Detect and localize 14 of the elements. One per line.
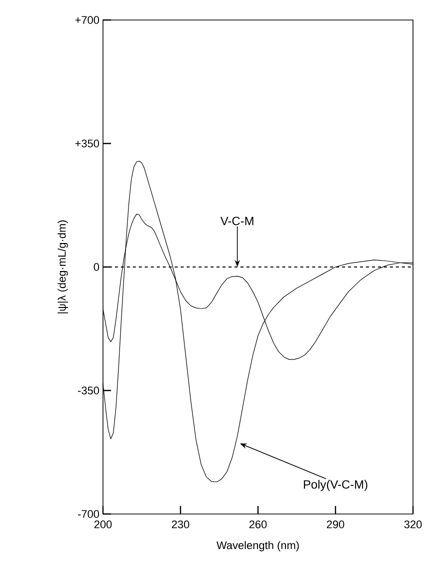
y-tick-label: -350 [78, 386, 99, 394]
y-tick-label: +350 [75, 140, 99, 148]
x-tick-label: 320 [404, 520, 422, 528]
y-tick-label: +700 [75, 16, 99, 24]
x-tick-label: 290 [326, 520, 344, 528]
x-tick-label: 200 [94, 520, 112, 528]
y-tick-label: 0 [94, 263, 99, 271]
x-axis-title: Wavelength (nm) [216, 541, 299, 552]
x-tick-label: 260 [249, 520, 266, 528]
annotation: Poly(V-C-M) [304, 480, 368, 492]
x-tick-label: 230 [172, 520, 189, 528]
y-tick-label: -700 [78, 510, 99, 518]
y-axis-title: |ψ|λ (deg·mL/g·dm) [57, 220, 68, 314]
annotation: V-C-M [220, 216, 254, 226]
